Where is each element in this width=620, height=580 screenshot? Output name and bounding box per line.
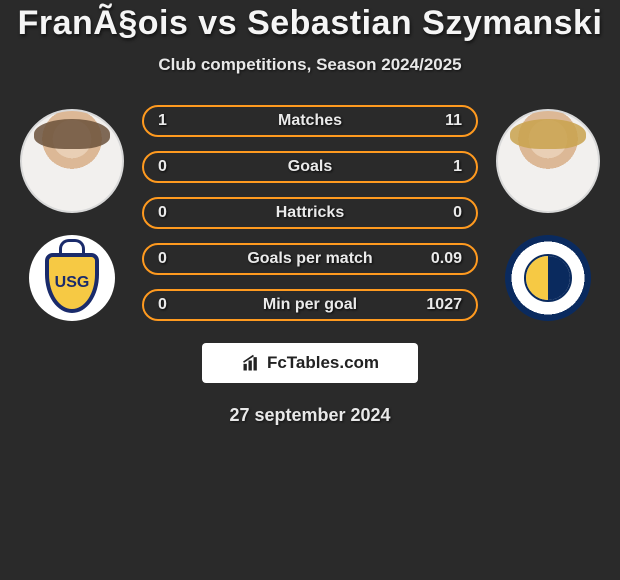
left-column: USG <box>20 109 124 321</box>
right-column <box>496 109 600 321</box>
stat-label: Goals <box>144 158 476 176</box>
stat-row: 1 Matches 11 <box>142 105 478 137</box>
brand-text: FcTables.com <box>267 353 379 373</box>
stat-label: Hattricks <box>144 204 476 222</box>
stat-label: Min per goal <box>144 296 476 314</box>
main-row: USG 1 Matches 11 0 Goals 1 0 Hattricks 0… <box>0 109 620 321</box>
brand-badge: FcTables.com <box>202 343 418 383</box>
player-right-avatar <box>496 109 600 213</box>
stat-label: Matches <box>144 112 476 130</box>
player-left-avatar <box>20 109 124 213</box>
stat-row: 0 Min per goal 1027 <box>142 289 478 321</box>
club-left-badge: USG <box>29 235 115 321</box>
date-text: 27 september 2024 <box>0 405 620 426</box>
page-title: FranÃ§ois vs Sebastian Szymanski <box>0 4 620 43</box>
club-right-badge <box>505 235 591 321</box>
stat-row: 0 Goals per match 0.09 <box>142 243 478 275</box>
stat-label: Goals per match <box>144 250 476 268</box>
club-left-badge-text: USG <box>45 253 99 313</box>
chart-icon <box>241 353 261 373</box>
stat-bars: 1 Matches 11 0 Goals 1 0 Hattricks 0 0 G… <box>142 105 478 321</box>
club-right-badge-inner <box>524 254 572 302</box>
comparison-card: FranÃ§ois vs Sebastian Szymanski Club co… <box>0 0 620 426</box>
stat-row: 0 Goals 1 <box>142 151 478 183</box>
stat-row: 0 Hattricks 0 <box>142 197 478 229</box>
subtitle: Club competitions, Season 2024/2025 <box>0 55 620 75</box>
